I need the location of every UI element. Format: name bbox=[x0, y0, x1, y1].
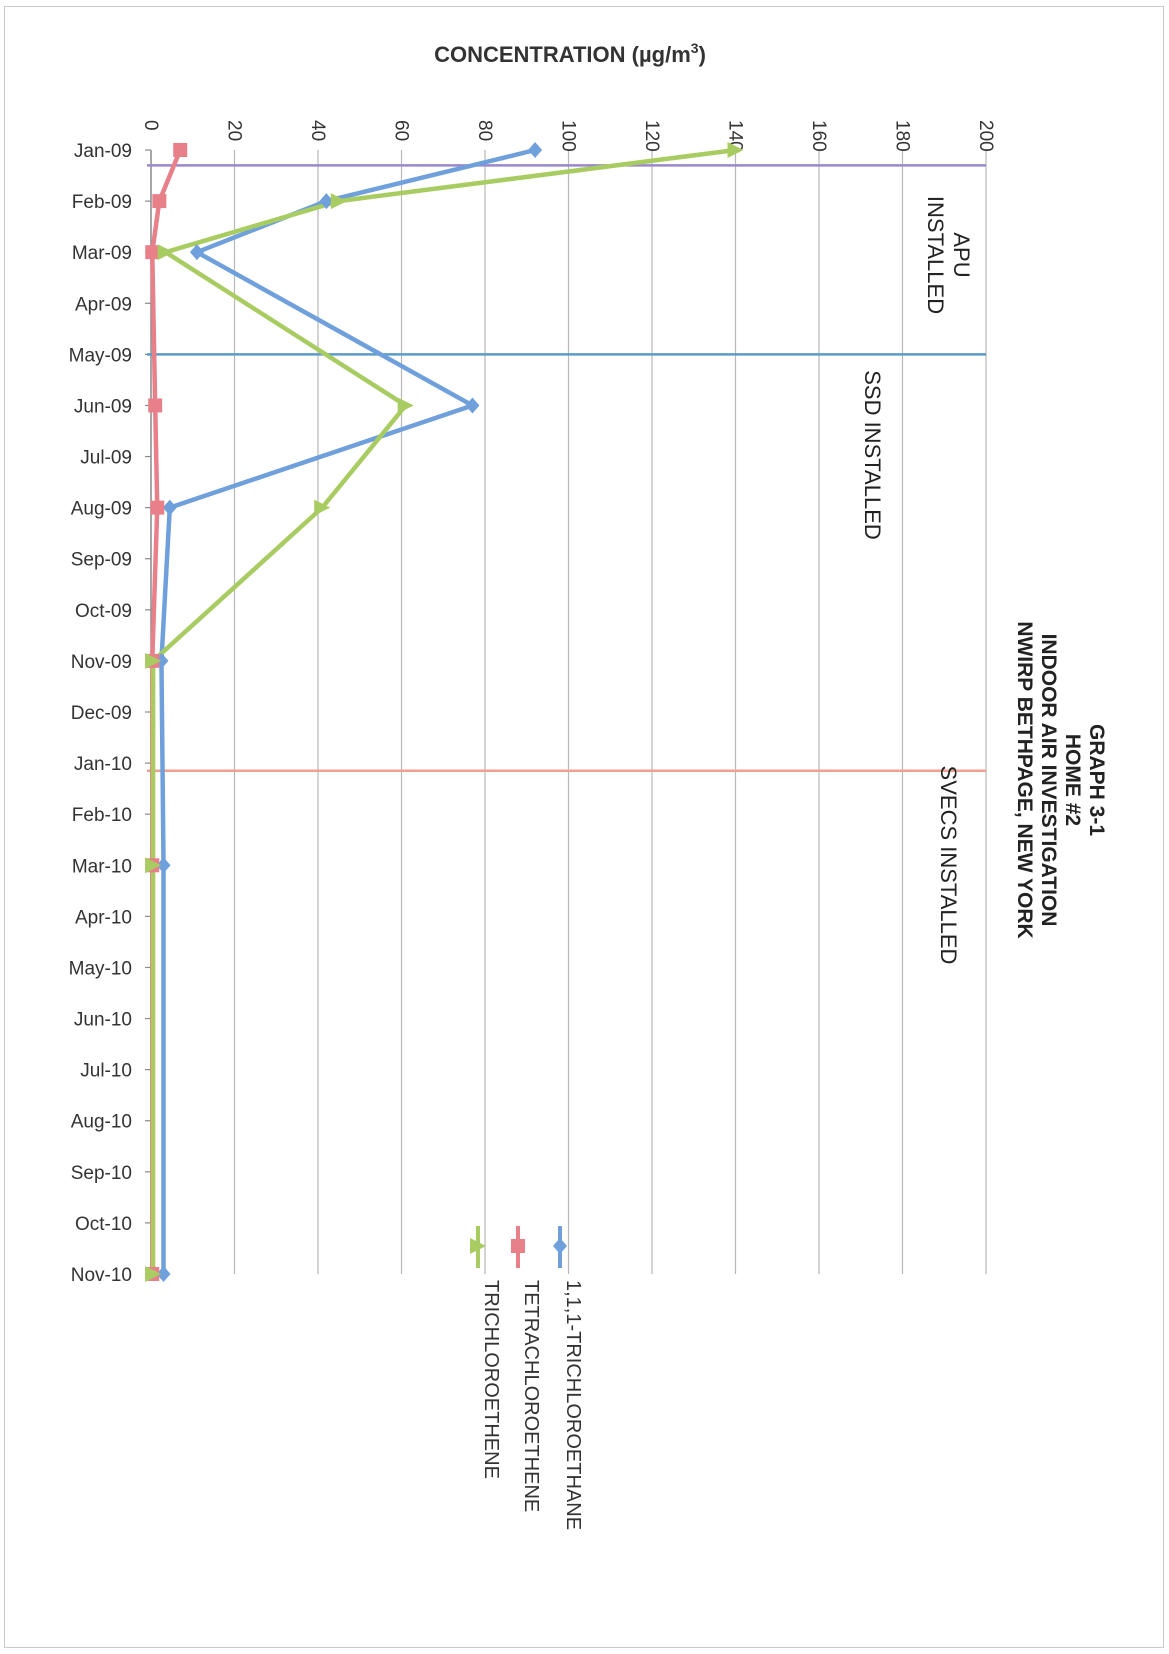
x-tick-label: Jul-10 bbox=[80, 1061, 132, 1082]
title-line: GRAPH 3-1 bbox=[1085, 724, 1108, 836]
y-tick-label: 180 bbox=[892, 120, 913, 152]
title-line: INDOOR AIR INVESTIGATION bbox=[1037, 634, 1060, 927]
legend-label: 1,1,1-TRICHLOROETHANE bbox=[562, 1280, 584, 1530]
data-point-marker bbox=[162, 499, 177, 516]
annotation-label: SVECS INSTALLED bbox=[936, 766, 961, 965]
y-tick-label: 60 bbox=[391, 120, 412, 141]
x-tick-label: Jan-09 bbox=[74, 141, 132, 162]
data-point-marker bbox=[173, 143, 188, 157]
legend-label: TETRACHLOROETHENE bbox=[520, 1280, 542, 1512]
x-tick-label: Mar-10 bbox=[72, 856, 132, 877]
concentration-axis-label: CONCENTRATION (µg/m3) bbox=[434, 40, 706, 67]
title-line: HOME #2 bbox=[1061, 734, 1084, 826]
legend: 1,1,1-TRICHLOROETHANE TETRACHLOROETHENE TR… bbox=[470, 1226, 584, 1530]
x-tick-label: May-10 bbox=[69, 958, 132, 979]
data-point-marker bbox=[156, 1266, 171, 1282]
y-tick-label: 0 bbox=[140, 120, 161, 131]
data-point-marker bbox=[465, 397, 480, 414]
legend-label: TRICHLOROETHENE bbox=[480, 1280, 502, 1479]
x-tick-label: Sep-09 bbox=[71, 550, 132, 571]
title-line: NWIRP BETHPAGE, NEW YORK bbox=[1013, 621, 1036, 938]
series-line-0 bbox=[159, 147, 536, 1274]
x-tick-label: Feb-09 bbox=[72, 192, 132, 213]
data-point-marker bbox=[145, 245, 160, 260]
series-line-2 bbox=[150, 147, 736, 1274]
y-tick-label: 40 bbox=[307, 120, 328, 141]
data-point-marker bbox=[156, 857, 171, 874]
data-point-marker bbox=[727, 142, 744, 158]
data-point-marker bbox=[145, 652, 162, 669]
x-tick-label: Jun-10 bbox=[74, 1010, 132, 1031]
x-tick-label: Dec-09 bbox=[71, 703, 132, 724]
annotation-label: SSD INSTALLED bbox=[860, 370, 885, 540]
data-point-marker bbox=[314, 499, 331, 516]
data-point-marker bbox=[397, 397, 414, 414]
x-tick-label: Apr-10 bbox=[75, 907, 132, 928]
data-point-marker bbox=[152, 194, 167, 209]
data-point-marker bbox=[150, 500, 165, 515]
data-point-marker bbox=[145, 857, 162, 874]
data-point-marker bbox=[145, 1266, 162, 1282]
x-tick-label: Jul-09 bbox=[80, 448, 132, 469]
y-tick-label: 100 bbox=[558, 120, 579, 152]
data-point-marker bbox=[470, 1238, 486, 1254]
data-point-marker bbox=[148, 398, 163, 413]
plot-area bbox=[145, 147, 987, 1275]
x-tick-label: Nov-10 bbox=[71, 1265, 132, 1286]
data-point-marker bbox=[157, 244, 174, 261]
series-line-1 bbox=[150, 149, 183, 1274]
data-point-marker bbox=[330, 193, 347, 210]
y-tick-label: 160 bbox=[808, 120, 829, 152]
annotation-lines bbox=[147, 164, 986, 773]
x-tick-label: Nov-09 bbox=[71, 652, 132, 673]
x-tick-label: Jun-09 bbox=[74, 396, 132, 417]
data-point-marker bbox=[189, 244, 204, 261]
y-tick-label: 80 bbox=[474, 120, 495, 141]
x-tick-label: Oct-09 bbox=[75, 601, 132, 622]
x-tick-label: Apr-09 bbox=[75, 294, 132, 315]
data-point-marker bbox=[319, 193, 334, 210]
x-tick-label: Aug-09 bbox=[71, 499, 132, 520]
x-tick-label: Aug-10 bbox=[71, 1112, 132, 1133]
x-tick-label: Mar-09 bbox=[72, 243, 132, 264]
y-tick-label: 200 bbox=[975, 120, 996, 152]
x-tick-label: Feb-10 bbox=[72, 805, 132, 826]
data-point-marker bbox=[553, 1238, 567, 1254]
data-point-marker bbox=[528, 142, 543, 158]
x-tick-label: Oct-10 bbox=[75, 1214, 132, 1235]
series-markers bbox=[145, 142, 744, 1282]
concentration-tick-labels: 0 20 40 60 80 100 120 140 160 180 200 bbox=[140, 120, 996, 152]
data-point-marker bbox=[511, 1239, 525, 1253]
annotation-label: INSTALLED bbox=[923, 196, 948, 314]
annotation-label: APU bbox=[949, 232, 974, 277]
month-tick-labels: Jan-09 Feb-09 Mar-09 Apr-09 May-09 Jun-09 Jul-… bbox=[69, 141, 132, 1286]
y-tick-label: 120 bbox=[641, 120, 662, 152]
x-tick-label: Jan-10 bbox=[74, 754, 132, 775]
series-lines bbox=[150, 147, 736, 1274]
x-tick-label: May-09 bbox=[69, 345, 132, 366]
page-frame bbox=[4, 6, 1164, 1648]
x-tick-label: Sep-10 bbox=[71, 1163, 132, 1184]
y-tick-label: 20 bbox=[224, 120, 245, 141]
